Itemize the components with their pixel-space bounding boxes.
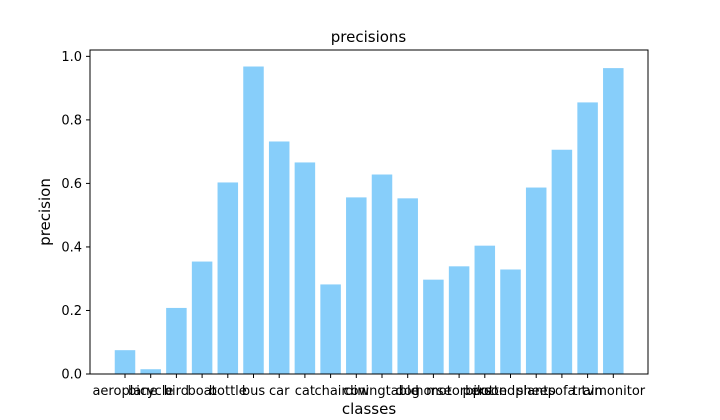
x-tick-label: horse xyxy=(415,384,451,399)
y-tick-label: 0.0 xyxy=(61,368,82,383)
bar-cat xyxy=(294,162,316,374)
x-tick-label: diningtable xyxy=(345,384,418,399)
y-tick-label: 0.8 xyxy=(61,113,82,128)
bar-pottedplant xyxy=(500,269,521,374)
x-tick-label: boat xyxy=(187,384,216,399)
x-tick-label: train xyxy=(572,384,602,399)
y-axis-label: precision xyxy=(36,178,54,246)
y-tick-label: 0.6 xyxy=(61,177,82,192)
x-tick-label: motorbike xyxy=(426,384,492,399)
bar-person xyxy=(474,245,496,374)
x-tick-label: cat xyxy=(295,384,315,399)
bar-chair xyxy=(320,284,341,374)
bar-bus xyxy=(243,66,264,375)
bar-tvmonitor xyxy=(603,68,624,374)
x-axis-label: classes xyxy=(342,400,396,418)
bar-dog xyxy=(397,198,418,374)
bar-train xyxy=(577,102,598,374)
bar-diningtable xyxy=(371,174,393,374)
bar-sofa xyxy=(551,149,573,374)
chart-title: precisions xyxy=(331,28,407,46)
plot-frame xyxy=(89,49,649,375)
bar-horse xyxy=(423,279,444,374)
y-axis: 0.0 0.2 0.4 0.6 0.8 1.0 xyxy=(61,50,90,383)
x-tick-label: aeroplane xyxy=(92,384,157,399)
x-tick-label: bicycle xyxy=(128,384,173,399)
x-tick-label: bus xyxy=(242,384,265,399)
y-tick-label: 0.2 xyxy=(61,304,82,319)
x-tick-label: bird xyxy=(164,384,189,399)
x-tick-label: car xyxy=(269,384,290,399)
bars-group xyxy=(114,66,624,375)
bar-car xyxy=(268,141,290,374)
x-tick-label: tvmonitor xyxy=(581,384,645,399)
x-tick-label: sheep xyxy=(517,384,556,399)
y-tick-label: 0.4 xyxy=(61,240,82,255)
x-tick-label: chair xyxy=(314,384,347,399)
bar-cow xyxy=(346,197,367,374)
bar-boat xyxy=(191,261,213,374)
bar-aeroplane xyxy=(114,350,136,374)
x-tick-label: cow xyxy=(343,384,369,399)
bar-sheep xyxy=(525,187,547,374)
bar-motorbike xyxy=(448,266,470,374)
y-tick-label: 1.0 xyxy=(61,50,82,65)
x-tick-label: dog xyxy=(395,384,419,399)
x-tick-label: bottle xyxy=(209,384,247,399)
bar-bottle xyxy=(217,182,239,374)
x-tick-label: sofa xyxy=(548,384,575,399)
x-tick-label: person xyxy=(463,384,508,399)
x-tick-label: pottedplant xyxy=(473,384,549,399)
bar-bird xyxy=(166,307,187,374)
bar-bicycle xyxy=(140,369,161,374)
